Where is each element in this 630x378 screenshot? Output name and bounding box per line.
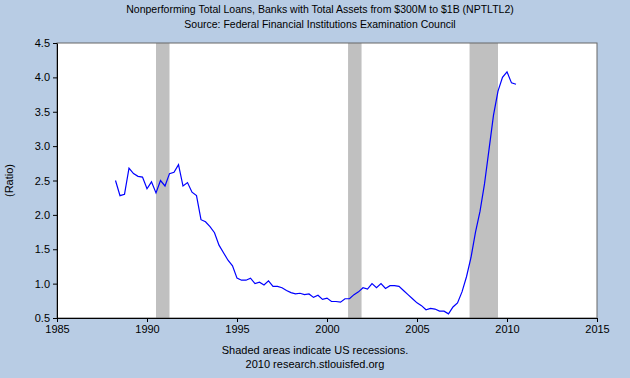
background <box>0 0 630 378</box>
recession-band <box>348 43 362 318</box>
y-tick-label: 4.0 <box>35 71 50 83</box>
x-tick-label: 1985 <box>45 323 69 335</box>
y-tick: 4.5 <box>35 37 57 49</box>
x-tick-mark <box>597 318 598 322</box>
y-tick: 1.5 <box>35 243 57 255</box>
y-tick-label: 2.5 <box>35 175 50 187</box>
y-tick-mark <box>53 77 57 78</box>
x-tick-mark <box>507 318 508 322</box>
x-tick: 2010 <box>495 318 519 335</box>
x-tick: 2015 <box>585 318 609 335</box>
subtitle: Source: Federal Financial Institutions E… <box>184 18 455 30</box>
x-tick-label: 2005 <box>405 323 429 335</box>
annotation: Shaded areas indicate US recessions. <box>222 344 409 356</box>
y-tick: 3.0 <box>35 140 57 152</box>
y-tick-mark <box>53 112 57 113</box>
recession-band <box>470 43 498 318</box>
x-tick-mark <box>417 318 418 322</box>
y-tick-mark <box>53 146 57 147</box>
y-tick-label: 2.0 <box>35 209 50 221</box>
y-tick-mark <box>53 249 57 250</box>
x-tick-mark <box>237 318 238 322</box>
x-tick-mark <box>147 318 148 322</box>
x-tick-mark <box>57 318 58 322</box>
y-tick-mark <box>53 284 57 285</box>
marks <box>116 43 517 318</box>
plot: 1985 1990 1995 2000 2005 2010 2015 0.5 1.0 1.5 2.0… <box>35 37 610 335</box>
annotation: 2010 research.stlouisfed.org <box>246 358 385 370</box>
y-tick: 4.0 <box>35 71 57 83</box>
plot-frame <box>57 43 597 318</box>
y-tick-mark <box>53 215 57 216</box>
chart: Nonperforming Total Loans, Banks with To… <box>0 0 630 378</box>
y-tick: 1.0 <box>35 278 57 290</box>
y-tick-mark <box>53 43 57 44</box>
x-tick-label: 2010 <box>495 323 519 335</box>
y-tick-label: 0.5 <box>35 312 50 324</box>
y-tick: 0.5 <box>35 312 57 324</box>
y-tick-label: 4.5 <box>35 37 50 49</box>
x-tick-label: 2015 <box>585 323 609 335</box>
y-axis-title: (Ratio) <box>3 164 15 197</box>
x-axis: 1985 1990 1995 2000 2005 2010 2015 <box>45 318 609 335</box>
x-tick-label: 1995 <box>225 323 249 335</box>
y-tick-mark <box>53 181 57 182</box>
x-tick: 2005 <box>405 318 429 335</box>
x-tick: 1990 <box>135 318 159 335</box>
title: Nonperforming Total Loans, Banks with To… <box>126 3 514 15</box>
y-tick-label: 1.0 <box>35 278 50 290</box>
y-axis: 0.5 1.0 1.5 2.0 2.5 3.0 3.5 4.0 4.5 <box>35 37 58 324</box>
y-tick: 2.5 <box>35 175 57 187</box>
y-tick-label: 1.5 <box>35 243 50 255</box>
plot-area <box>57 43 597 318</box>
y-tick-label: 3.0 <box>35 140 50 152</box>
y-tick-mark <box>53 318 57 319</box>
x-tick-label: 1990 <box>135 323 159 335</box>
y-tick: 2.0 <box>35 209 57 221</box>
y-tick-label: 3.5 <box>35 106 50 118</box>
data-line <box>116 72 517 314</box>
y-axis-line <box>57 44 58 319</box>
y-tick: 3.5 <box>35 106 57 118</box>
x-tick: 2000 <box>315 318 339 335</box>
x-tick: 1995 <box>225 318 249 335</box>
x-tick-mark <box>327 318 328 322</box>
x-tick-label: 2000 <box>315 323 339 335</box>
